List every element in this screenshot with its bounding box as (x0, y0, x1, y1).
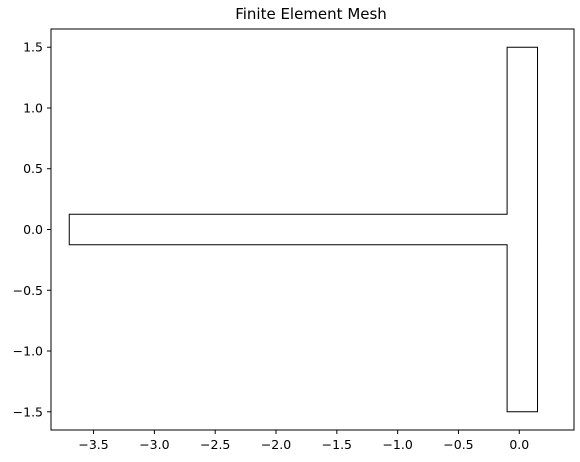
chart-title: Finite Element Mesh (235, 5, 387, 23)
x-tick-label: −1.5 (322, 437, 352, 452)
x-tick-label: 0.0 (509, 437, 529, 452)
x-axis: −3.5 −3.0 −2.5 −2.0 −1.5 −1.0 −0.5 0.0 (78, 430, 529, 452)
x-tick-label: −1.0 (382, 437, 412, 452)
y-tick-label: 0.0 (23, 222, 43, 237)
y-tick-label: 1.5 (23, 40, 43, 55)
domain-boundary (68, 46, 539, 413)
x-tick-label: −3.0 (139, 437, 169, 452)
x-tick-label: −0.5 (443, 437, 473, 452)
y-tick-label: −1.5 (13, 404, 43, 419)
y-axis: −1.5 −1.0 −0.5 0.0 0.5 1.0 1.5 (13, 40, 51, 419)
x-tick-label: −2.0 (261, 437, 291, 452)
y-tick-label: −1.0 (13, 344, 43, 359)
y-tick-label: 0.5 (23, 161, 43, 176)
x-tick-label: −3.5 (78, 437, 108, 452)
x-tick-label: −2.5 (200, 437, 230, 452)
domain-outline (68, 46, 539, 413)
y-tick-label: −0.5 (13, 283, 43, 298)
y-tick-label: 1.0 (23, 100, 43, 115)
